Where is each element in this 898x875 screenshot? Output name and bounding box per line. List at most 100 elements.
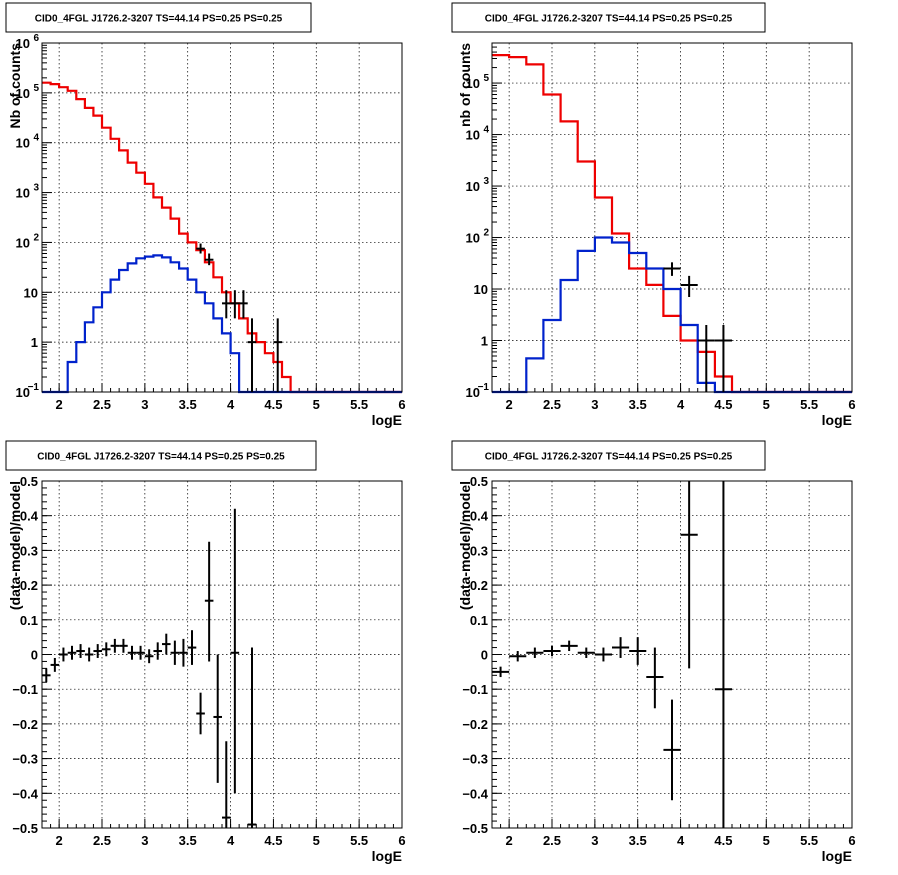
y-tick-label: 10 bbox=[466, 231, 480, 246]
y-tick-label: 10 bbox=[466, 128, 480, 143]
y-tick-label: 0 bbox=[481, 648, 488, 663]
x-axis-title: logE bbox=[372, 848, 402, 864]
y-tick-label: 0.2 bbox=[20, 578, 38, 593]
x-tick-label: 3 bbox=[591, 397, 598, 412]
data-point bbox=[153, 642, 162, 660]
data-point bbox=[50, 657, 60, 672]
x-tick-label: 4.5 bbox=[264, 833, 282, 848]
data-point bbox=[594, 647, 612, 662]
x-tick-label: 3.5 bbox=[629, 397, 647, 412]
y-tick-label: 10 bbox=[466, 179, 480, 194]
y-tick-label: 10 bbox=[16, 235, 30, 250]
x-tick-label: 2 bbox=[506, 833, 513, 848]
panel-1: CID0_4FGL J1726.2-3207 TS=44.14 PS=0.25 … bbox=[5, 2, 406, 428]
panel-4: CID0_4FGL J1726.2-3207 TS=44.14 PS=0.25 … bbox=[451, 440, 856, 864]
y-axis-title: Nb of counts bbox=[7, 43, 23, 129]
y-axis-title: (data-model)/model bbox=[7, 481, 23, 610]
y-tick-label: −0.1 bbox=[462, 682, 488, 697]
data-point bbox=[526, 647, 544, 658]
y-tick-label: 0.5 bbox=[20, 474, 38, 489]
y-tick-label: 0.1 bbox=[470, 613, 488, 628]
data-point bbox=[76, 644, 85, 658]
data-point bbox=[110, 638, 120, 653]
y-tick-label: 10 bbox=[24, 285, 38, 300]
y-tick-label: 0.4 bbox=[20, 509, 39, 524]
x-tick-label: 2.5 bbox=[93, 833, 111, 848]
data-point bbox=[119, 638, 128, 653]
x-tick-label: 5 bbox=[313, 397, 320, 412]
y-tick-exponent: 6 bbox=[33, 33, 39, 44]
data-point bbox=[222, 741, 231, 828]
y-tick-label: 0.1 bbox=[20, 613, 38, 628]
data-point bbox=[42, 668, 51, 683]
data-point bbox=[663, 699, 681, 801]
data-point bbox=[230, 508, 240, 794]
y-tick-label: −0.3 bbox=[462, 752, 488, 767]
y-axis-title: nb of counts bbox=[457, 43, 473, 127]
y-tick-exponent: 4 bbox=[33, 133, 39, 144]
y-tick-label: 10 bbox=[16, 136, 30, 151]
y-tick-label: 10 bbox=[466, 76, 480, 91]
data-point bbox=[93, 644, 102, 658]
x-axis-title: logE bbox=[822, 848, 852, 864]
x-tick-label: 6 bbox=[398, 833, 405, 848]
x-tick-label: 3 bbox=[591, 833, 598, 848]
x-tick-label: 6 bbox=[848, 397, 855, 412]
data-point bbox=[84, 647, 94, 662]
data-point bbox=[680, 275, 698, 297]
y-tick-label: −0.2 bbox=[462, 717, 488, 732]
data-point bbox=[612, 637, 630, 658]
x-tick-label: 4.5 bbox=[714, 833, 732, 848]
y-tick-label: 0 bbox=[31, 648, 38, 663]
x-tick-label: 2 bbox=[56, 833, 63, 848]
x-tick-label: 6 bbox=[848, 833, 855, 848]
y-tick-exponent: 4 bbox=[483, 125, 489, 136]
plot-frame bbox=[491, 480, 853, 829]
chart-title: CID0_4FGL J1726.2-3207 TS=44.14 PS=0.25 … bbox=[485, 14, 733, 25]
data-point bbox=[697, 325, 715, 392]
chart-title: CID0_4FGL J1726.2-3207 TS=44.14 PS=0.25 … bbox=[485, 452, 733, 463]
panel-2: CID0_4FGL J1726.2-3207 TS=44.14 PS=0.25 … bbox=[451, 2, 856, 428]
data-point bbox=[714, 481, 732, 828]
data-point bbox=[136, 645, 145, 660]
data-point bbox=[196, 692, 205, 735]
data-point bbox=[179, 638, 188, 667]
data-point bbox=[170, 640, 180, 665]
plot-frame bbox=[41, 480, 403, 829]
y-tick-exponent: −1 bbox=[478, 382, 490, 393]
data-point bbox=[162, 633, 171, 655]
x-tick-label: 4 bbox=[227, 833, 235, 848]
y-tick-exponent: 3 bbox=[483, 176, 489, 187]
data-point bbox=[273, 318, 282, 392]
x-tick-label: 4.5 bbox=[264, 397, 282, 412]
y-tick-exponent: 3 bbox=[33, 183, 39, 194]
data-point bbox=[102, 642, 111, 657]
y-tick-label: 0.5 bbox=[470, 474, 488, 489]
data-point bbox=[680, 481, 698, 669]
data-point bbox=[204, 253, 214, 266]
x-tick-label: 5.5 bbox=[350, 833, 368, 848]
y-tick-label: −0.5 bbox=[12, 821, 38, 836]
y-tick-label: 10 bbox=[16, 385, 30, 400]
y-tick-exponent: 5 bbox=[483, 73, 489, 84]
data-point bbox=[144, 649, 154, 664]
data-point bbox=[204, 541, 214, 662]
y-tick-label: 10 bbox=[16, 186, 30, 201]
x-axis-title: logE bbox=[822, 412, 852, 428]
data-point bbox=[543, 645, 561, 657]
plot-frame bbox=[41, 42, 403, 393]
data-point bbox=[646, 647, 664, 709]
series-1-histogram bbox=[492, 54, 852, 394]
y-tick-label: 10 bbox=[16, 36, 30, 51]
x-tick-label: 2.5 bbox=[543, 397, 561, 412]
data-point bbox=[230, 290, 240, 319]
x-tick-label: 5 bbox=[763, 397, 770, 412]
y-tick-label: 10 bbox=[466, 385, 480, 400]
x-tick-label: 2 bbox=[56, 397, 63, 412]
y-tick-label: −0.4 bbox=[462, 786, 488, 801]
data-point bbox=[59, 647, 68, 662]
title-box bbox=[451, 440, 766, 471]
data-point bbox=[196, 243, 205, 254]
y-tick-label: −0.5 bbox=[462, 821, 488, 836]
y-tick-label: 0.2 bbox=[470, 578, 488, 593]
